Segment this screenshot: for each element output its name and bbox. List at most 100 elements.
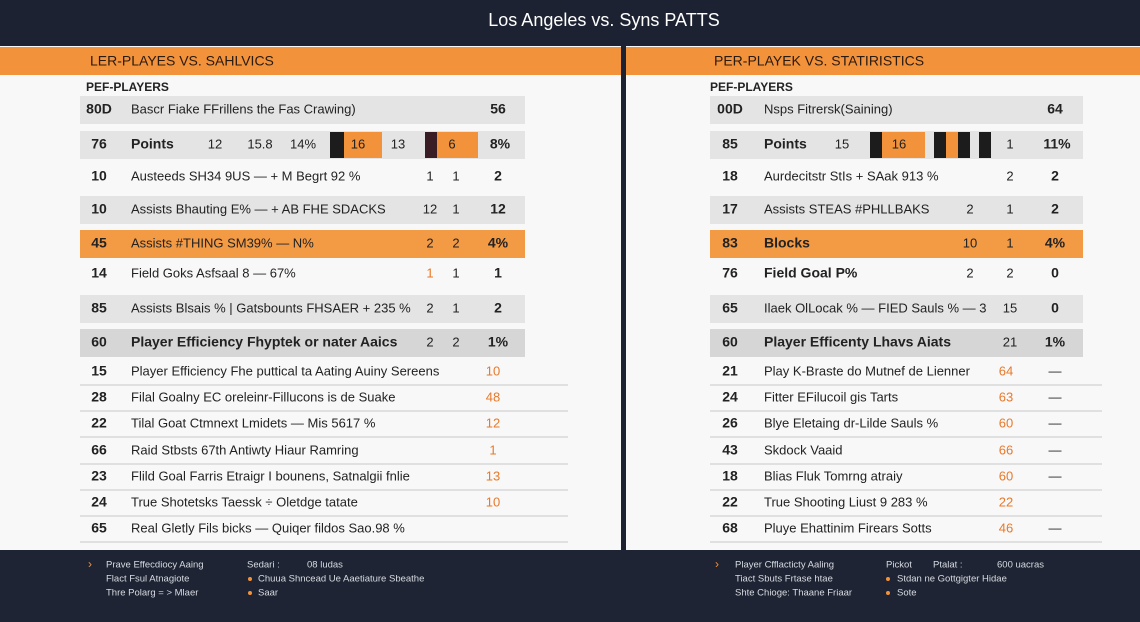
panel-heading: PER-PLAYEK VS. STATIRISTICS — [714, 53, 924, 69]
stat-block — [946, 132, 958, 158]
footer-text: Sedari : — [247, 560, 280, 571]
row-value: 13 — [486, 468, 500, 483]
row-rank: 15 — [91, 363, 107, 379]
row-value: 14% — [290, 136, 316, 151]
row-value: 2 — [1051, 201, 1059, 217]
stat-block — [934, 132, 946, 158]
row-rank: 45 — [91, 235, 107, 251]
row-rank: 18 — [722, 468, 738, 484]
row-value: 13 — [391, 136, 405, 151]
row-value: 56 — [490, 101, 506, 117]
row-background — [80, 96, 525, 124]
row-rank: 76 — [91, 136, 107, 152]
row-value: 66 — [999, 442, 1013, 457]
row-label: Ilaek OlLocak % — FIED Sauls % — 3 — [764, 300, 987, 315]
row-value: — — [1049, 468, 1062, 483]
row-value: 1 — [1006, 235, 1013, 250]
footer-text: Player Cfflacticty Aaling — [735, 560, 834, 571]
row-rank: 26 — [722, 415, 738, 431]
row-value: 1% — [488, 334, 509, 350]
row-rank: 43 — [722, 442, 738, 458]
row-rank: 17 — [722, 201, 738, 217]
footer-text: Flact Fsul Atnagiote — [106, 574, 189, 585]
row-label: Blocks — [764, 235, 810, 251]
row-label: True Shotetsks Taessk ÷ Oletdge tatate — [131, 494, 358, 509]
stat-block — [330, 132, 344, 158]
row-label: Real Gletly Fils bicks — Quiqer fildos S… — [131, 520, 405, 535]
footer-bullet — [886, 591, 890, 595]
panel-subheading: PEF-PLAYERS — [710, 80, 793, 94]
row-rank: 24 — [91, 494, 107, 510]
row-value: 10 — [486, 494, 500, 509]
row-background — [710, 295, 1083, 323]
row-value: 0 — [1051, 265, 1059, 281]
row-value: 2 — [426, 235, 433, 250]
row-label: Play K-Braste do Mutnef de Lienner — [764, 363, 971, 378]
row-value: 1 — [426, 265, 433, 280]
row-value: 8% — [490, 136, 511, 152]
row-label: Field Goks Asfsaal 8 — 67% — [131, 265, 296, 280]
row-value: 0 — [1051, 300, 1059, 316]
row-value: 16 — [351, 136, 365, 151]
row-value: 2 — [494, 300, 502, 316]
row-value: 1 — [1006, 136, 1013, 151]
row-rank: 85 — [91, 300, 107, 316]
row-value: — — [1049, 520, 1062, 535]
stat-block — [882, 132, 925, 158]
row-rank: 28 — [91, 389, 107, 405]
row-rank: 60 — [91, 334, 107, 350]
footer-text: Saar — [258, 588, 278, 599]
footer-arrow: › — [715, 557, 719, 571]
row-label: True Shooting Liust 9 283 % — [764, 494, 928, 509]
row-rank: 60 — [722, 334, 738, 350]
row-background — [710, 163, 1083, 191]
row-rank: 18 — [722, 168, 738, 184]
row-value: 48 — [486, 389, 500, 404]
row-value: 2 — [426, 334, 433, 349]
row-rank: 21 — [722, 363, 738, 379]
row-value: — — [1049, 415, 1062, 430]
row-background — [80, 196, 525, 224]
row-value: 2 — [426, 300, 433, 315]
row-background — [80, 295, 525, 323]
row-value: 2 — [1006, 168, 1013, 183]
row-value: 6 — [448, 136, 455, 151]
row-label: Player Efficiency Fhe puttical ta Aating… — [131, 363, 440, 378]
row-label: Flild Goal Farris Etraigr I bounens, Sat… — [131, 468, 410, 483]
row-rank: 65 — [91, 520, 107, 536]
row-label: Assists STEAS #PHLLBAKS — [764, 201, 930, 216]
row-value: 46 — [999, 520, 1013, 535]
stat-block — [437, 132, 478, 158]
footer-bullet — [248, 591, 252, 595]
row-value: 64 — [1047, 101, 1063, 117]
row-value: 1 — [1006, 201, 1013, 216]
stat-block — [958, 132, 970, 158]
row-value: 4% — [488, 235, 509, 251]
row-background — [80, 163, 525, 191]
footer-text: 600 uacras — [997, 560, 1044, 571]
row-label: Blye Eletaing dr-Lilde Sauls % — [764, 415, 939, 430]
stat-block — [344, 132, 382, 158]
row-value: 16 — [892, 136, 906, 151]
row-value: 12 — [490, 201, 506, 217]
row-value: 1 — [452, 265, 459, 280]
row-label: Assists Bhauting E% — + AB FHE SDACKS — [131, 201, 386, 216]
row-value: 1 — [452, 201, 459, 216]
row-rank: 85 — [722, 136, 738, 152]
left-heading-band — [0, 47, 622, 75]
page-title: Los Angeles vs. Syns PATTS — [488, 10, 719, 30]
row-value: — — [1049, 389, 1062, 404]
row-value: 1 — [489, 442, 496, 457]
row-rank: 14 — [91, 265, 107, 281]
row-value: 12 — [486, 415, 500, 430]
row-label: Points — [764, 136, 807, 152]
row-value: 2 — [1006, 265, 1013, 280]
row-value: — — [1049, 363, 1062, 378]
footer-text: Pickot — [886, 560, 912, 571]
row-value: 2 — [966, 265, 973, 280]
row-rank: 83 — [722, 235, 738, 251]
row-label: Blias Fluk Tomrng atraiy — [764, 468, 903, 483]
panel-subheading: PEF-PLAYERS — [86, 80, 169, 94]
panels: LER-PLAYES VS. SAHLVICS PEF-PLAYERS 80D Bas… — [80, 53, 1102, 599]
row-label: Aurdecitstr StIs + SAak 913 % — [764, 168, 939, 183]
